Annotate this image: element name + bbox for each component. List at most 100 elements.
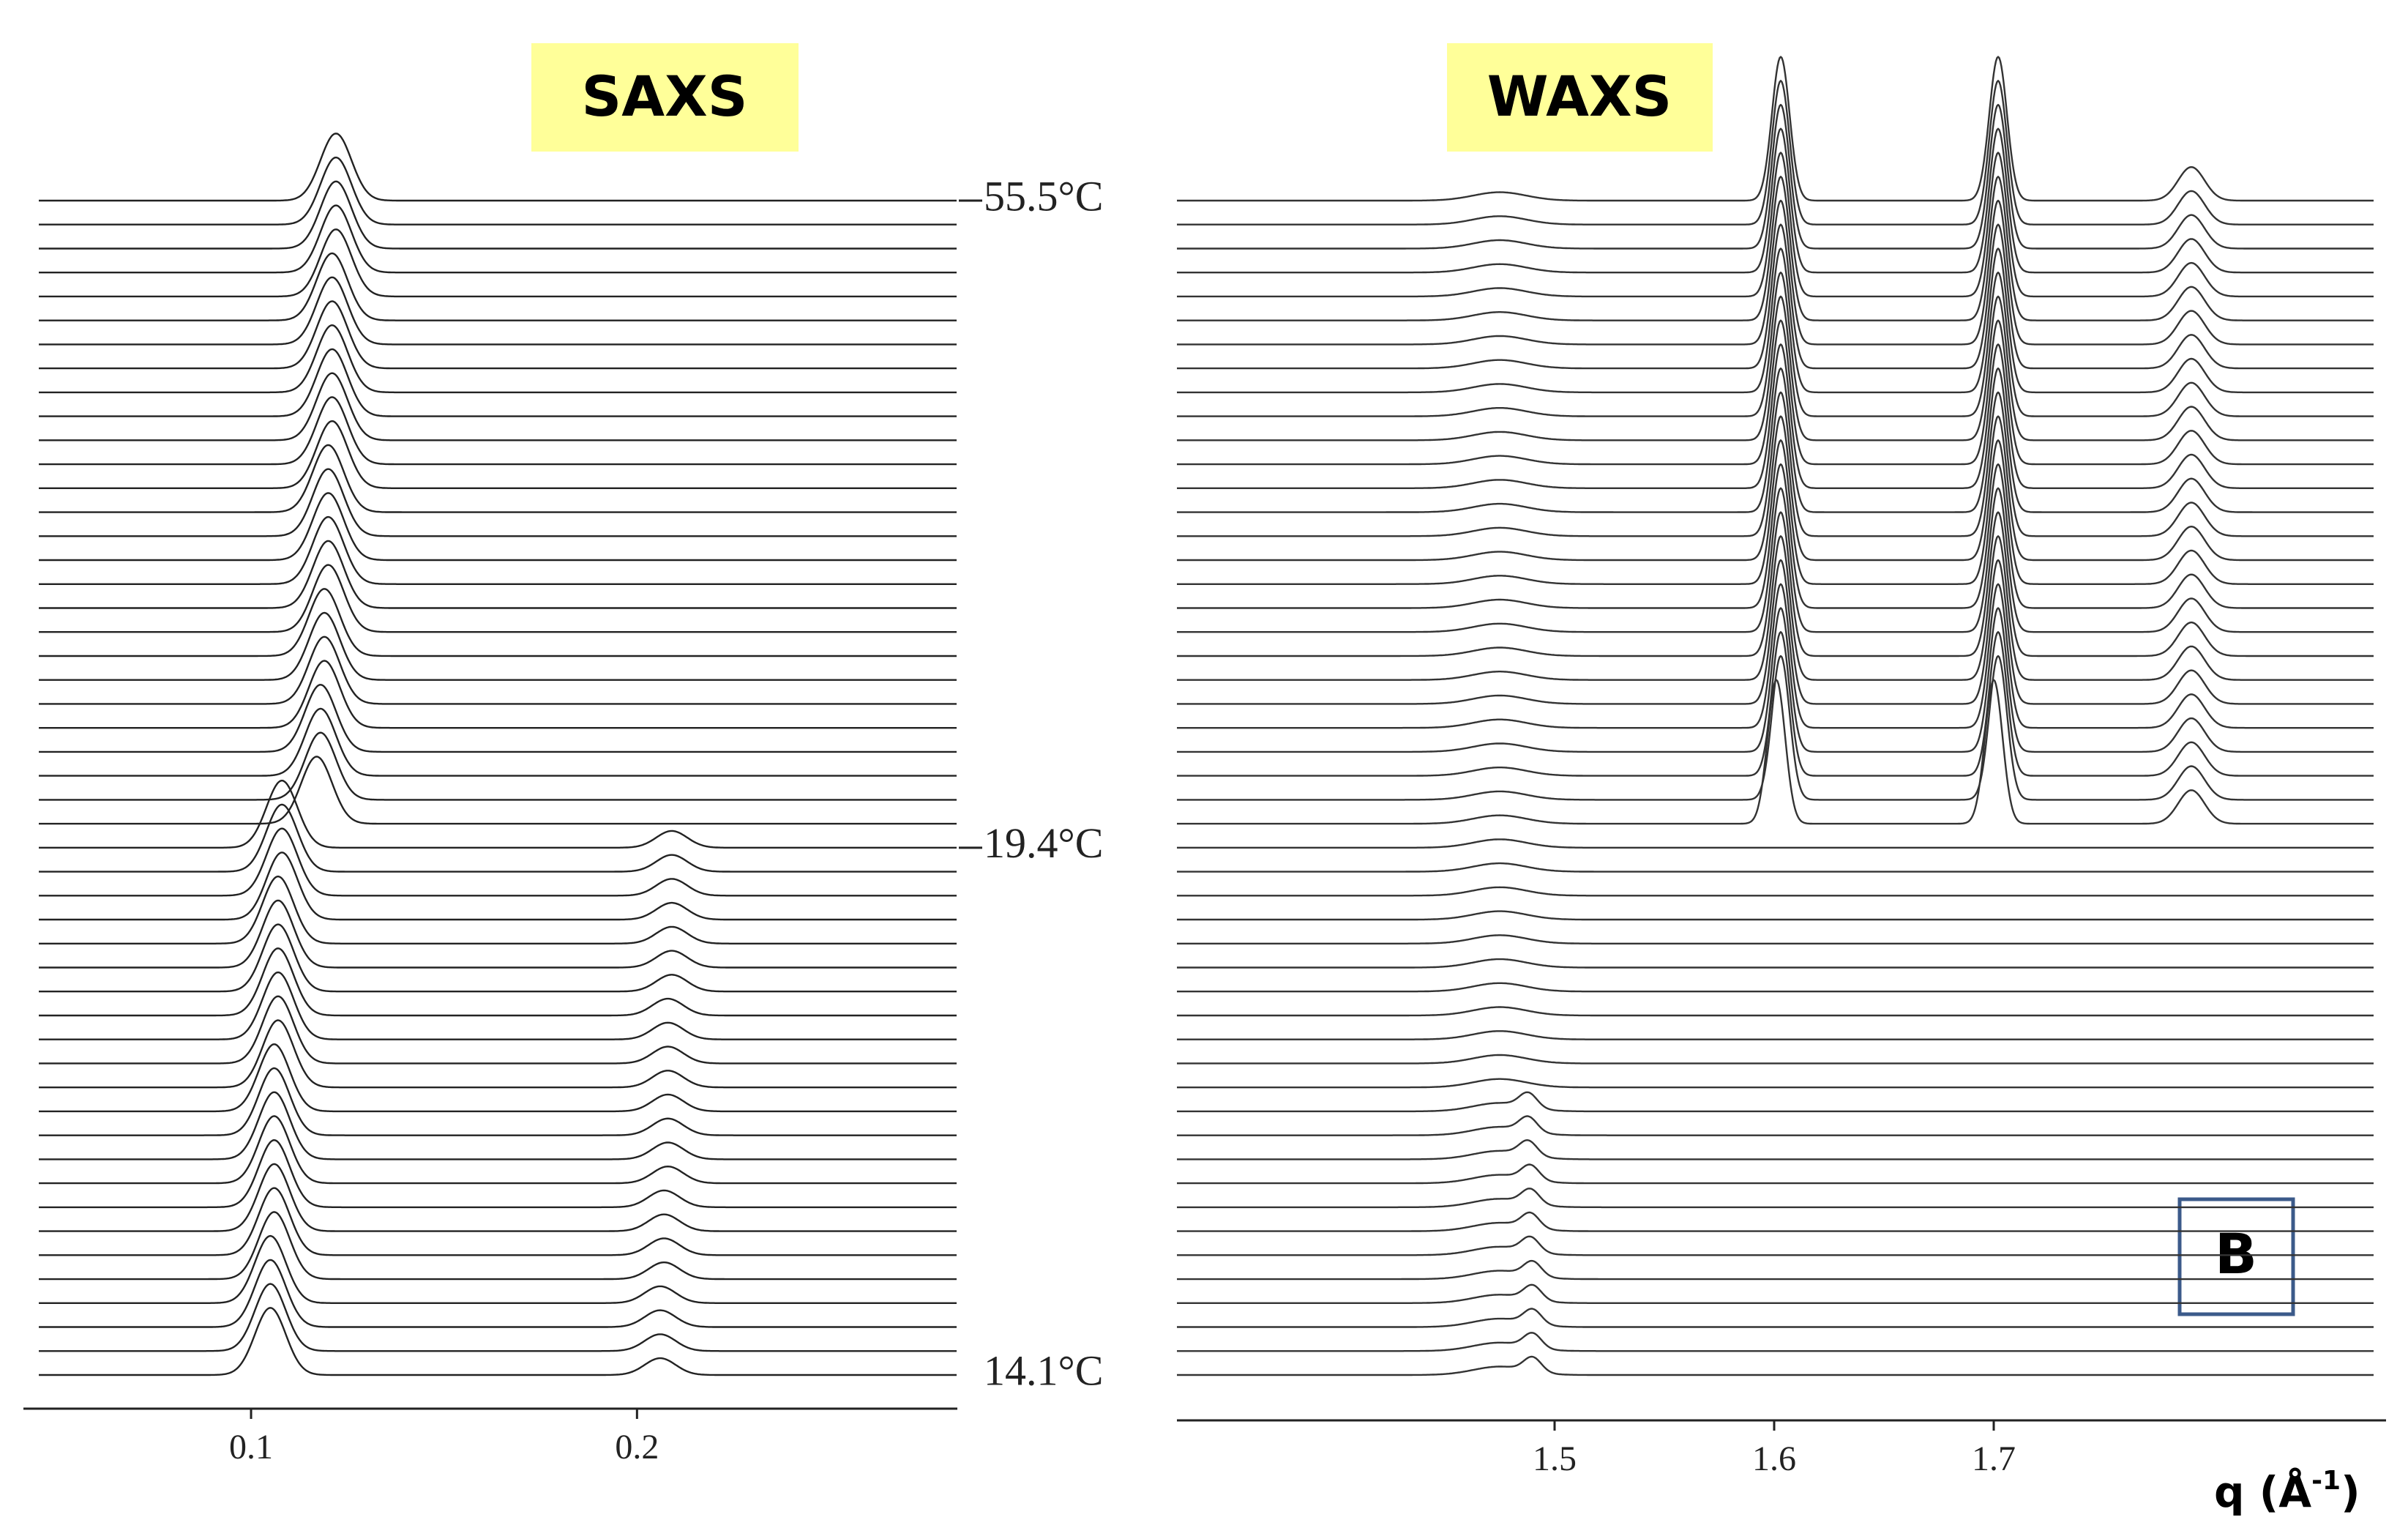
trace bbox=[39, 780, 957, 849]
trace bbox=[39, 324, 957, 394]
trace bbox=[1177, 1091, 2374, 1113]
title-box bbox=[531, 43, 799, 152]
trace bbox=[1177, 982, 2374, 993]
x-tick-label: 1.7 bbox=[1972, 1439, 2016, 1478]
temperature-label: 19.4°C bbox=[984, 819, 1103, 867]
trace bbox=[39, 228, 957, 298]
trace bbox=[1177, 1188, 2374, 1209]
x-tick-label: 0.1 bbox=[229, 1428, 273, 1466]
trace bbox=[1177, 886, 2374, 897]
trace bbox=[39, 611, 957, 681]
trace bbox=[39, 300, 957, 370]
trace bbox=[39, 1234, 957, 1304]
trace bbox=[1177, 1211, 2374, 1232]
trace bbox=[1177, 295, 2374, 441]
x-axis-label-part: q (Å bbox=[2214, 1466, 2311, 1517]
trace bbox=[1177, 1355, 2374, 1376]
trace bbox=[39, 899, 957, 969]
x-tick-label: 0.2 bbox=[615, 1428, 659, 1466]
trace bbox=[1177, 1006, 2374, 1017]
trace bbox=[1177, 511, 2374, 657]
trace bbox=[1177, 1030, 2374, 1040]
panel-title: SAXS bbox=[582, 64, 748, 129]
trace bbox=[1177, 631, 2374, 777]
trace bbox=[39, 707, 957, 777]
trace bbox=[39, 971, 957, 1040]
trace bbox=[1177, 838, 2374, 849]
trace bbox=[39, 180, 957, 250]
trace bbox=[1177, 958, 2374, 969]
trace bbox=[39, 420, 957, 489]
trace bbox=[39, 1043, 957, 1113]
trace bbox=[39, 468, 957, 537]
trace bbox=[39, 947, 957, 1017]
trace bbox=[39, 1163, 957, 1232]
temperature-label: 14.1°C bbox=[984, 1346, 1103, 1394]
trace bbox=[39, 348, 957, 417]
trace bbox=[1177, 56, 2374, 202]
trace bbox=[39, 1283, 957, 1352]
trace bbox=[1177, 607, 2374, 753]
x-axis-label-part: ) bbox=[2341, 1467, 2360, 1517]
trace bbox=[39, 1019, 957, 1089]
trace bbox=[1177, 1283, 2374, 1304]
temperature-label: 55.5°C bbox=[984, 172, 1103, 220]
trace bbox=[39, 540, 957, 609]
trace bbox=[39, 827, 957, 897]
trace bbox=[39, 492, 957, 562]
trace bbox=[1177, 679, 2374, 825]
trace bbox=[1177, 127, 2374, 274]
trace bbox=[39, 252, 957, 321]
trace bbox=[1177, 1308, 2374, 1328]
trace bbox=[1177, 439, 2374, 585]
panel-title: WAXS bbox=[1487, 64, 1672, 129]
trace bbox=[39, 1187, 957, 1256]
trace bbox=[1177, 1163, 2374, 1185]
x-axis-label-part: -1 bbox=[2311, 1466, 2341, 1496]
trace bbox=[1177, 934, 2374, 944]
trace bbox=[39, 515, 957, 585]
trace bbox=[39, 1067, 957, 1136]
trace bbox=[39, 803, 957, 873]
trace bbox=[1177, 1115, 2374, 1136]
trace bbox=[1177, 583, 2374, 729]
trace bbox=[1177, 103, 2374, 250]
trace bbox=[1177, 910, 2374, 921]
trace bbox=[39, 1307, 957, 1376]
trace bbox=[1177, 152, 2374, 298]
trace bbox=[39, 133, 957, 202]
trace bbox=[1177, 1235, 2374, 1256]
x-tick-label: 1.6 bbox=[1752, 1439, 1796, 1478]
trace bbox=[39, 444, 957, 513]
trace bbox=[1177, 415, 2374, 562]
trace bbox=[1177, 343, 2374, 489]
trace bbox=[1177, 247, 2374, 394]
trace bbox=[39, 636, 957, 705]
trace bbox=[39, 564, 957, 633]
trace bbox=[39, 1115, 957, 1185]
trace bbox=[1177, 80, 2374, 226]
trace bbox=[1177, 391, 2374, 537]
trace bbox=[39, 660, 957, 729]
trace bbox=[39, 995, 957, 1065]
trace bbox=[1177, 487, 2374, 633]
trace bbox=[39, 1139, 957, 1209]
trace bbox=[1177, 862, 2374, 873]
trace bbox=[39, 1211, 957, 1281]
trace bbox=[1177, 272, 2374, 417]
trace bbox=[39, 276, 957, 346]
trace bbox=[39, 731, 957, 801]
trace bbox=[1177, 1332, 2374, 1352]
trace bbox=[1177, 319, 2374, 466]
trace bbox=[39, 875, 957, 944]
x-axis-label: q (Å-1) bbox=[2214, 1466, 2360, 1517]
trace bbox=[1177, 199, 2374, 346]
trace bbox=[39, 588, 957, 657]
trace bbox=[1177, 463, 2374, 609]
trace bbox=[39, 851, 957, 921]
trace bbox=[39, 372, 957, 441]
trace bbox=[39, 923, 957, 993]
trace bbox=[39, 204, 957, 274]
trace bbox=[1177, 535, 2374, 681]
